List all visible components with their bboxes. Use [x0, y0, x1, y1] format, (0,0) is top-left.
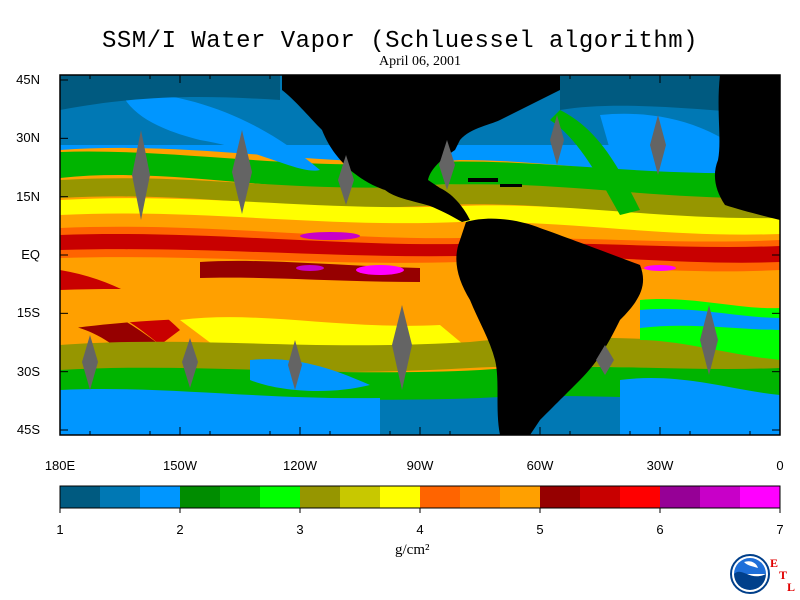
lat-label-45s: 45S — [16, 422, 40, 437]
lat-label-15n: 15N — [16, 188, 40, 204]
colorbar-tick-label: 2 — [176, 522, 184, 537]
colorbar-tick-label: 1 — [56, 522, 64, 537]
lon-label-90w: 90W — [406, 458, 434, 473]
lon-label-0: 0 — [776, 458, 784, 473]
colorbar-tick-label: 3 — [296, 522, 304, 537]
colorbar-swatch — [60, 486, 101, 508]
colorbar-swatch — [380, 486, 421, 508]
colorbar-swatch — [660, 486, 701, 508]
lat-label-eq: EQ — [21, 247, 40, 262]
lon-label-120w: 120W — [283, 458, 317, 473]
map-date: April 06, 2001 — [378, 54, 462, 69]
colorbar-tick-label: 4 — [416, 522, 424, 537]
lat-label-15s: 15S — [16, 305, 40, 321]
etl-letter-l: L — [787, 580, 796, 594]
colorbar-swatch — [580, 486, 621, 508]
colorbar-swatch — [500, 486, 541, 508]
map-title: SSM/I Water Vapor (Schluessel algorithm) — [101, 28, 699, 55]
colorbar-swatch — [180, 486, 221, 508]
lat-label-30n: 30N — [16, 130, 40, 146]
colorbar-swatch — [420, 486, 461, 508]
colorbar-swatch — [540, 486, 581, 508]
lon-label-180e: 180E — [44, 458, 76, 473]
colorbar-tick-label: 5 — [536, 522, 544, 537]
lon-label-150w: 150W — [163, 458, 197, 473]
noaa-logo — [730, 554, 770, 594]
colorbar-swatch — [340, 486, 381, 508]
etl-letter-e: E — [770, 556, 779, 570]
colorbar-tick-label: 7 — [776, 522, 784, 537]
etl-letter-t: T — [779, 568, 788, 582]
lon-label-30w: 30W — [646, 458, 674, 473]
colorbar-tick-label: 6 — [656, 522, 664, 537]
colorbar — [59, 485, 781, 513]
colorbar-units: g/cm² — [395, 542, 430, 558]
colorbar-swatch — [740, 486, 781, 508]
colorbar-swatch — [300, 486, 341, 508]
colorbar-swatch — [220, 486, 261, 508]
colorbar-swatch — [140, 486, 181, 508]
colorbar-swatch — [260, 486, 301, 508]
lon-label-60w: 60W — [526, 458, 554, 473]
colorbar-swatch — [700, 486, 741, 508]
lat-label-45n: 45N — [16, 72, 40, 87]
lat-label-30s: 30S — [16, 363, 40, 379]
map-plot — [60, 75, 780, 435]
colorbar-swatch — [620, 486, 661, 508]
colorbar-swatch — [460, 486, 501, 508]
colorbar-swatch — [100, 486, 141, 508]
